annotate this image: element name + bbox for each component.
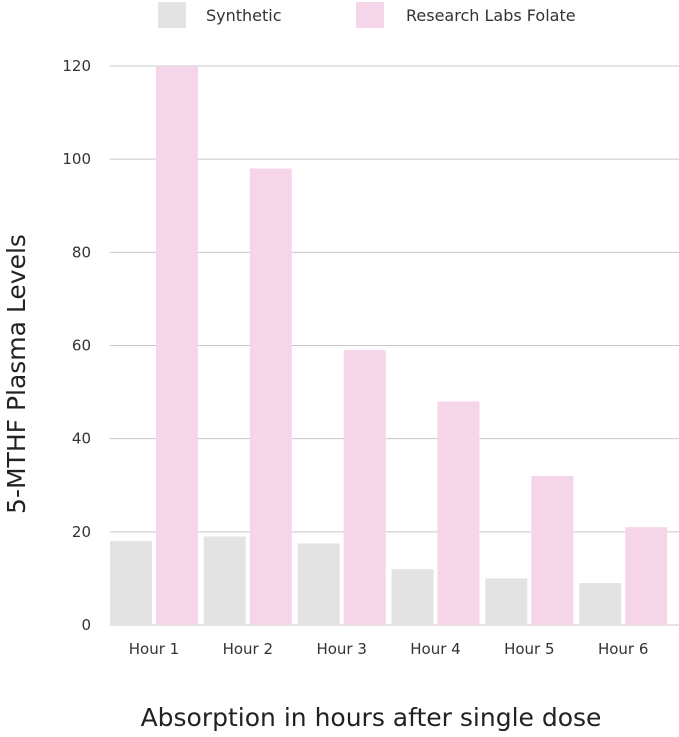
bar-research-labs-folate-hour-1: [156, 66, 198, 625]
x-tick-label: Hour 5: [504, 640, 554, 658]
y-tick-label: 0: [81, 616, 91, 634]
bar-research-labs-folate-hour-6: [625, 527, 668, 625]
x-axis-ticks: Hour 1 Hour 2 Hour 3 Hour 4 Hour 5 Hour 6: [129, 640, 649, 658]
bar-synthetic-hour-1: [110, 541, 152, 625]
gridlines: [110, 65, 679, 626]
bar-synthetic-hour-2: [203, 536, 246, 625]
bar-synthetic-hour-3: [297, 543, 340, 625]
x-tick-label: Hour 4: [410, 640, 460, 658]
bar-research-labs-folate-hour-4: [437, 401, 480, 625]
x-axis-title: Absorption in hours after single dose: [141, 703, 602, 732]
y-tick-label: 40: [72, 430, 91, 448]
bar-research-labs-folate-hour-2: [249, 168, 292, 625]
bars: [110, 66, 668, 625]
bar-synthetic-hour-5: [485, 578, 528, 625]
legend-swatch: [356, 2, 384, 28]
y-axis-ticks: 0 20 40 60 80 100 120: [62, 57, 91, 634]
legend-label: Research Labs Folate: [406, 6, 576, 25]
y-tick-label: 100: [62, 150, 91, 168]
y-tick-label: 120: [62, 57, 91, 75]
x-tick-label: Hour 3: [316, 640, 366, 658]
legend: Synthetic Research Labs Folate: [158, 2, 576, 28]
x-tick-label: Hour 2: [223, 640, 273, 658]
bar-synthetic-hour-4: [391, 569, 434, 625]
bar-research-labs-folate-hour-3: [343, 350, 386, 625]
x-tick-label: Hour 6: [598, 640, 648, 658]
bar-research-labs-folate-hour-5: [531, 475, 574, 625]
x-tick-label: Hour 1: [129, 640, 179, 658]
y-tick-label: 80: [72, 243, 91, 261]
y-tick-label: 20: [72, 523, 91, 541]
bar-synthetic-hour-6: [579, 583, 622, 625]
y-axis-title: 5-MTHF Plasma Levels: [2, 234, 31, 514]
legend-label: Synthetic: [206, 6, 282, 25]
legend-swatch: [158, 2, 186, 28]
y-tick-label: 60: [72, 337, 91, 355]
